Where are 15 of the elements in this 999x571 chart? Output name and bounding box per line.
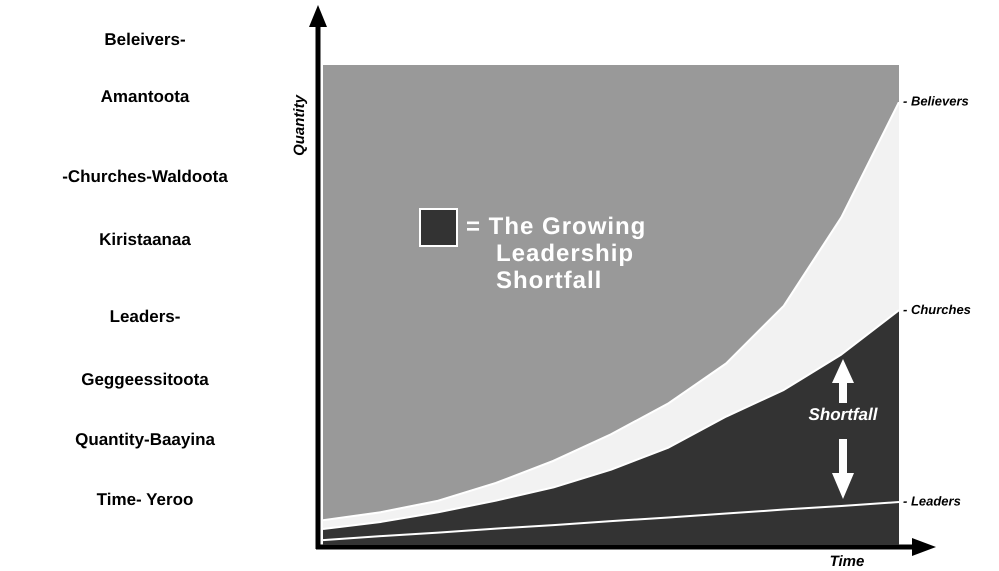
text: Leaders- [108, 306, 182, 328]
text: -Churches-Waldoota [61, 166, 229, 188]
annotation: = The Growing Leadership Shortfall [466, 213, 648, 294]
text: Kiristaanaa [98, 229, 192, 251]
series-label: - Churches [903, 302, 971, 317]
text: Geggeessitoota [80, 369, 210, 391]
text: Amantoota [100, 86, 190, 108]
series-label: - Leaders [903, 494, 961, 509]
y-axis-title: Quantity [290, 94, 308, 156]
series-label: - Believers [903, 94, 969, 109]
annotation: Shortfall [808, 405, 879, 425]
text: Beleivers- [103, 29, 187, 51]
text: Quantity-Baayina [74, 429, 216, 451]
x-axis-title: Time [828, 553, 866, 570]
text: Time- Yeroo [96, 489, 194, 511]
